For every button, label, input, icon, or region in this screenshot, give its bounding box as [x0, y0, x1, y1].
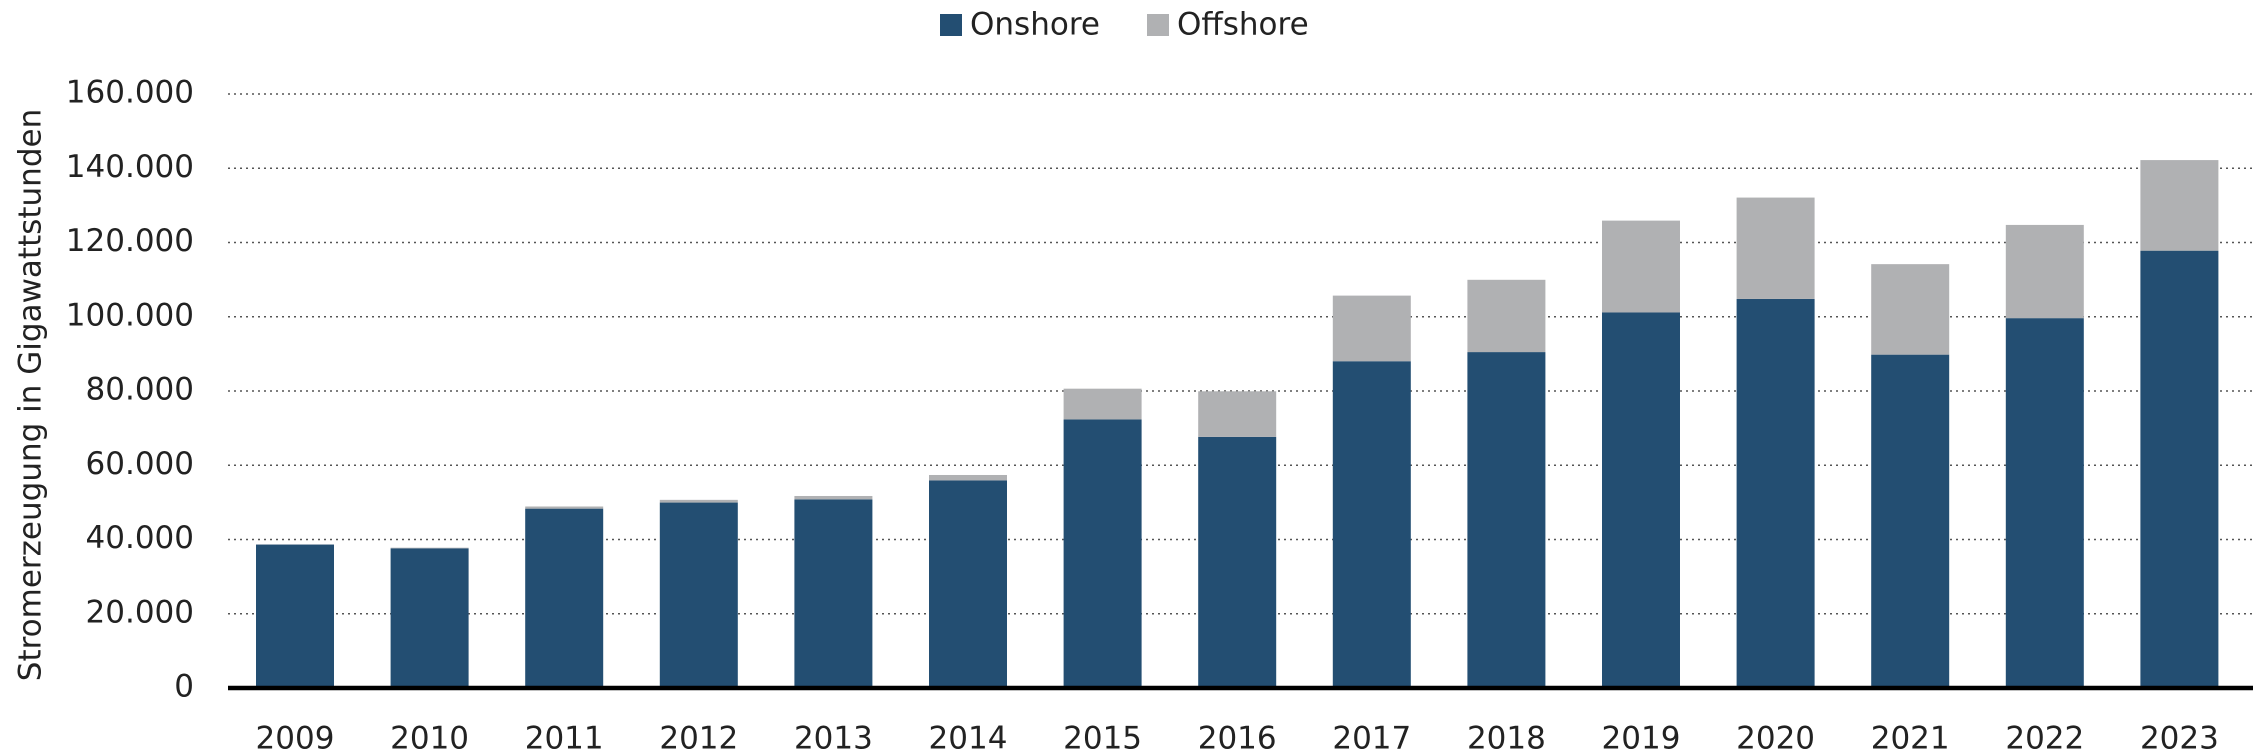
x-tick-label: 2009 [256, 721, 335, 755]
x-tick-label: 2021 [1871, 721, 1950, 755]
y-tick-label: 60.000 [86, 446, 194, 482]
x-tick-label: 2015 [1063, 721, 1142, 755]
bar-segment [1332, 361, 1411, 688]
bar-segment [2005, 318, 2084, 688]
bar-segment [929, 480, 1007, 688]
x-tick-label: 2014 [929, 721, 1008, 755]
legend-label: Offshore [1177, 7, 1309, 43]
bar-segment [256, 544, 334, 688]
bar-segment [929, 474, 1007, 481]
x-tick-label: 2022 [2005, 721, 2084, 755]
bar-segment [1871, 354, 1950, 688]
y-tick-label: 140.000 [66, 149, 194, 185]
bar-segment [794, 499, 873, 688]
bar-segment [1736, 298, 1815, 688]
bar-segment [2140, 250, 2219, 689]
legend-label: Onshore [970, 7, 1100, 43]
bar-segment [1063, 388, 1142, 420]
y-tick-label: 0 [174, 669, 194, 705]
bar-segment [1332, 295, 1411, 362]
bar-segment [1063, 419, 1142, 688]
y-tick-label: 100.000 [66, 297, 194, 333]
bar-segment [1198, 436, 1277, 688]
bar-segment [1871, 264, 1950, 355]
legend-swatch [940, 14, 962, 36]
bar-segment [525, 506, 604, 509]
x-tick-label: 2012 [659, 721, 738, 755]
bar-segment [1467, 352, 1546, 688]
x-tick-label: 2019 [1602, 721, 1681, 755]
x-tick-label: 2018 [1467, 721, 1546, 755]
bar-segment [1198, 391, 1277, 437]
x-tick-label: 2013 [794, 721, 873, 755]
bar-segment [1602, 312, 1680, 688]
bar-segment [794, 495, 873, 500]
x-tick-label: 2017 [1332, 721, 1411, 755]
bar-segment [1736, 197, 1815, 299]
x-tick-label: 2010 [390, 721, 469, 755]
legend-swatch [1147, 14, 1169, 36]
y-tick-label: 120.000 [66, 223, 194, 259]
x-tick-label: 2016 [1198, 721, 1277, 755]
bar-segment [659, 499, 738, 503]
x-tick-label: 2020 [1736, 721, 1815, 755]
y-tick-label: 20.000 [86, 594, 194, 630]
y-axis-label: Stromerzeugung in Gigawattstunden [13, 109, 49, 681]
bar-segment [1467, 279, 1546, 353]
y-tick-label: 80.000 [86, 372, 194, 408]
y-tick-label: 40.000 [86, 520, 194, 556]
bar-segment [2005, 224, 2084, 319]
x-tick-label: 2023 [2140, 721, 2219, 755]
x-tick-label: 2011 [525, 721, 604, 755]
bar-segment [1602, 220, 1680, 313]
y-tick-label: 160.000 [66, 75, 194, 111]
bar-segment [390, 548, 469, 688]
bar-segment [2140, 160, 2219, 251]
bar-segment [659, 502, 738, 688]
bar-segment [525, 508, 604, 688]
bar-segment [390, 547, 469, 549]
